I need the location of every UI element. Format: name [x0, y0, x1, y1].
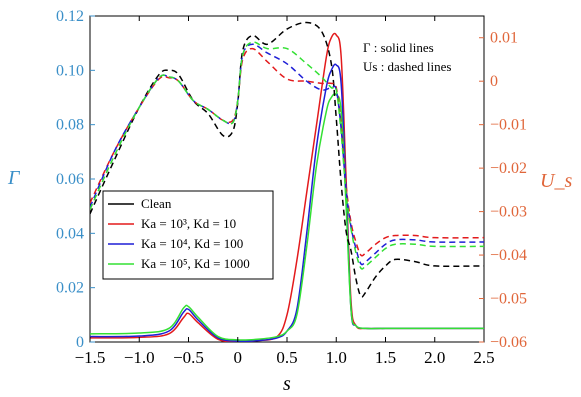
right-tick-label: 0.01 [490, 30, 518, 47]
left-tick-label: 0.12 [56, 8, 84, 25]
left-axis-label: Γ [7, 167, 21, 189]
x-tick-label: −0.5 [173, 348, 204, 367]
annotation-us: Us : dashed lines [363, 59, 451, 74]
left-tick-label: 0 [76, 334, 84, 351]
x-tick-label: 2.0 [424, 348, 445, 367]
left-tick-label: 0.02 [56, 280, 84, 297]
series-line-gamma-case-2 [90, 93, 484, 341]
legend-label: Ka = 10⁵, Kd = 1000 [141, 256, 250, 271]
right-tick-label: −0.02 [490, 160, 527, 177]
x-tick-label: −1.0 [124, 348, 155, 367]
series-line-us-case-5 [90, 43, 484, 266]
x-axis-label: s [283, 373, 291, 395]
right-tick-label: −0.04 [490, 247, 527, 264]
legend-label: Ka = 10³, Kd = 10 [141, 216, 236, 231]
left-tick-label: 0.10 [56, 62, 84, 79]
x-tick-label: 1.0 [326, 348, 347, 367]
series-line-gamma-case-0 [90, 32, 484, 342]
x-tick-label: 1.5 [375, 348, 396, 367]
right-axis-label: U_s [540, 170, 572, 192]
right-tick-label: −0.01 [490, 117, 527, 134]
left-tick-label: 0.06 [56, 171, 84, 188]
x-tick-label: 2.5 [473, 348, 494, 367]
x-tick-label: 0.5 [276, 348, 297, 367]
annotation-gamma: Γ : solid lines [363, 40, 434, 55]
legend-label: Ka = 10⁴, Kd = 100 [141, 236, 243, 251]
legend-label: Clean [141, 196, 172, 211]
right-tick-label: −0.05 [490, 291, 527, 308]
series-line-us-case-6 [90, 41, 484, 270]
x-tick-label: 0 [234, 348, 243, 367]
right-tick-label: −0.06 [490, 334, 527, 351]
left-tick-label: 0.04 [56, 225, 84, 242]
x-tick-label: −1.5 [75, 348, 106, 367]
right-tick-label: 0 [490, 73, 498, 90]
series-line-us-clean [90, 21, 484, 298]
left-tick-label: 0.08 [56, 117, 84, 134]
right-tick-label: −0.03 [490, 204, 527, 221]
legend: Clean Ka = 10³, Kd = 10 Ka = 10⁴, Kd = 100… [102, 190, 274, 280]
